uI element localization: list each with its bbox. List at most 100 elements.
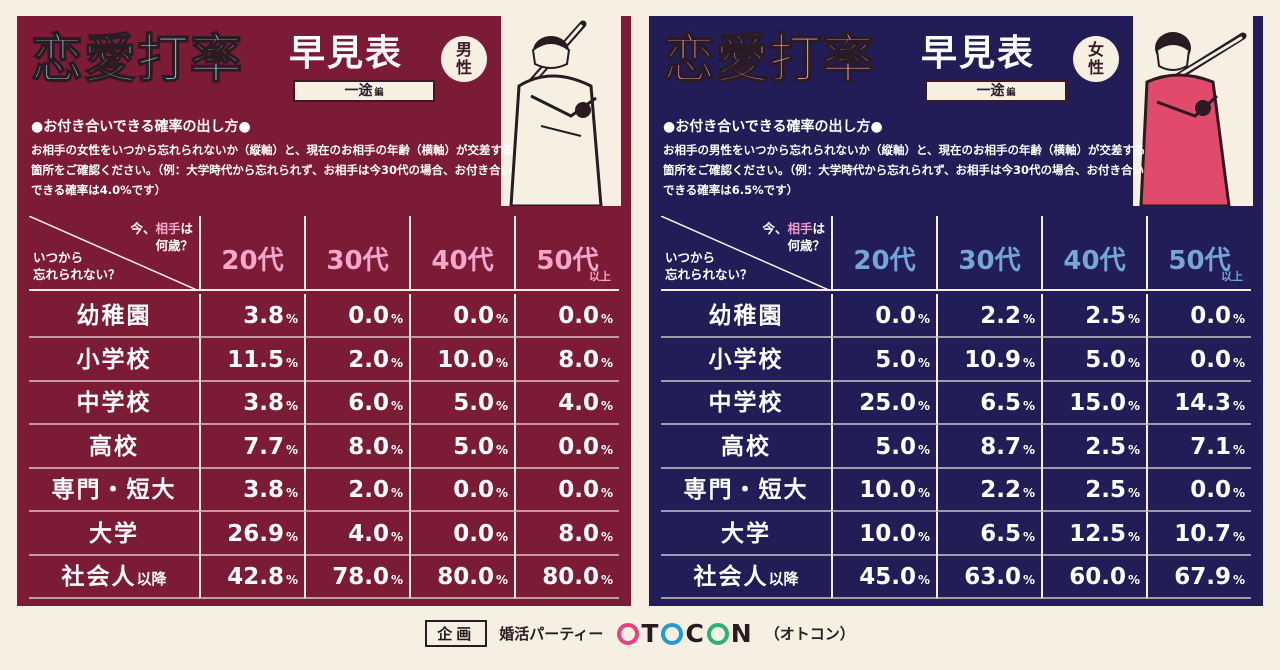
male-corner-question-age: 今、相手は 何歳？ xyxy=(130,220,193,254)
male-table-row: 幼稚園 3.8% 0.0% 0.0% 0.0% xyxy=(29,294,621,338)
female-value-cell: 0.0% xyxy=(1146,294,1251,338)
male-percent-sign: % xyxy=(600,355,613,370)
female-value-cell: 67.9% xyxy=(1146,555,1251,599)
male-value-number: 3.8 xyxy=(243,303,284,329)
male-percent-sign: % xyxy=(495,399,508,413)
logo-o-ring xyxy=(661,622,684,645)
female-value-number: 67.9 xyxy=(1174,564,1231,590)
female-percent-sign: % xyxy=(1232,355,1245,370)
male-value-cell: 0.0% xyxy=(409,468,514,512)
female-col-header-plus: 以上 xyxy=(1221,270,1243,283)
female-percent-sign: % xyxy=(1022,399,1035,413)
female-corner-q2-a: いつから xyxy=(665,250,716,265)
male-percent-sign: % xyxy=(600,442,613,457)
female-badge-line2: 性 xyxy=(1087,58,1104,77)
female-value-number: 2.2 xyxy=(980,477,1021,503)
female-row-label-text: 幼稚園 xyxy=(708,303,784,329)
female-value-cell: 63.0% xyxy=(936,555,1041,599)
logo-letter: T xyxy=(641,619,660,648)
female-percent-sign: % xyxy=(1127,312,1140,326)
female-corner-q1-a: 今、 xyxy=(762,221,788,236)
female-value-cell: 25.0% xyxy=(831,381,936,425)
female-value-number: 2.2 xyxy=(980,303,1021,329)
female-desc-heading: ●お付き合いできる確率の出し方● xyxy=(663,119,883,135)
female-value-cell: 5.0% xyxy=(831,337,936,382)
female-value-cell: 12.5% xyxy=(1041,511,1146,556)
female-percent-sign: % xyxy=(1127,529,1140,544)
female-subtitle-bar: 一途編 xyxy=(925,80,1067,102)
male-header-row: 今、相手は 何歳？ いつから 忘れられない？ 20代 30代 40代 50代 以… xyxy=(29,216,621,291)
female-panel: 恋愛打率 早見表 女 性 一途編 ●お付き合いできる確率の出し方● お相手の男性… xyxy=(649,16,1263,606)
male-value-cell: 11.5% xyxy=(199,337,304,382)
male-value-cell: 0.0% xyxy=(304,294,409,338)
male-value-cell: 3.8% xyxy=(199,468,304,512)
male-value-cell: 8.0% xyxy=(514,337,619,382)
female-corner-diagonal xyxy=(661,216,831,291)
male-desc-body: お相手の女性をいつから忘れられないか（縦軸）と、現在のお相手の年齢（横軸）が交差… xyxy=(31,143,514,197)
male-row-label: 専門・短大 xyxy=(29,468,199,512)
male-table-row: 高校 7.7% 8.0% 5.0% 0.0% xyxy=(29,424,621,469)
male-percent-sign: % xyxy=(495,486,508,500)
female-corner-question-age: 今、相手は 何歳？ xyxy=(762,220,825,254)
female-table-row: 幼稚園 0.0% 2.2% 2.5% 0.0% xyxy=(661,294,1253,338)
male-value-cell: 6.0% xyxy=(304,381,409,425)
footer: 企画 婚活パーティー T C N （オトコン） xyxy=(0,619,1280,659)
female-value-number: 10.7 xyxy=(1174,520,1231,547)
male-col-header-50-label: 50代 xyxy=(536,246,599,276)
male-row-label-text: 小学校 xyxy=(76,346,152,373)
male-description: ●お付き合いできる確率の出し方● お相手の女性をいつから忘れられないか（縦軸）と… xyxy=(31,116,521,200)
female-corner-q1-d: 何歳？ xyxy=(787,238,825,253)
male-percent-sign: % xyxy=(495,312,508,326)
female-value-number: 6.5 xyxy=(980,520,1021,547)
male-value-number: 0.0 xyxy=(453,477,494,503)
female-description: ●お付き合いできる確率の出し方● お相手の男性をいつから忘れられないか（縦軸）と… xyxy=(663,116,1153,200)
male-row-label: 小学校 xyxy=(29,338,199,382)
male-percent-sign: % xyxy=(285,442,298,457)
male-title-sub-box: 早見表 xyxy=(289,34,439,74)
female-value-number: 6.5 xyxy=(980,390,1021,416)
female-value-number: 5.0 xyxy=(1085,346,1126,373)
male-row-label-text: 社会人 xyxy=(61,564,137,590)
female-subtitle-small: 編 xyxy=(1006,88,1016,98)
male-badge-line1: 男 xyxy=(455,40,472,59)
male-percent-sign: % xyxy=(390,442,403,457)
male-value-cell: 2.0% xyxy=(304,468,409,512)
male-value-number: 2.0 xyxy=(348,477,389,503)
male-table: 今、相手は 何歳？ いつから 忘れられない？ 20代 30代 40代 50代 以… xyxy=(29,216,621,599)
male-title-main: 恋愛打率 xyxy=(30,30,244,90)
male-value-number: 5.0 xyxy=(453,433,494,460)
female-title-sub: 早見表 xyxy=(921,33,1036,74)
female-value-number: 10.0 xyxy=(859,520,916,547)
female-value-cell: 2.2% xyxy=(936,294,1041,338)
female-corner-q1-b: 相手 xyxy=(787,221,813,236)
male-row-label-text: 幼稚園 xyxy=(76,303,152,329)
male-value-number: 4.0 xyxy=(558,390,599,416)
plan-label: 企画 xyxy=(425,620,488,647)
female-value-cell: 0.0% xyxy=(1146,468,1251,512)
female-percent-sign: % xyxy=(917,573,930,587)
male-row-label: 高校 xyxy=(29,425,199,469)
female-value-cell: 10.7% xyxy=(1146,511,1251,556)
female-value-number: 5.0 xyxy=(875,433,916,460)
female-percent-sign: % xyxy=(1127,573,1140,587)
female-value-cell: 2.5% xyxy=(1041,294,1146,338)
male-value-cell: 3.8% xyxy=(199,381,304,425)
male-percent-sign: % xyxy=(285,573,298,587)
male-corner-q1-a: 今、 xyxy=(130,221,156,236)
male-value-cell: 0.0% xyxy=(409,511,514,556)
male-subtitle-bar: 一途編 xyxy=(293,80,435,102)
female-percent-sign: % xyxy=(1232,442,1245,457)
female-row-label: 社会人以降 xyxy=(661,555,831,599)
male-percent-sign: % xyxy=(285,355,298,370)
female-percent-sign: % xyxy=(917,486,930,500)
male-row-label: 中学校 xyxy=(29,381,199,425)
male-percent-sign: % xyxy=(285,486,298,500)
male-corner-cell: 今、相手は 何歳？ いつから 忘れられない？ xyxy=(29,216,199,291)
male-percent-sign: % xyxy=(390,529,403,544)
male-value-cell: 0.0% xyxy=(409,294,514,338)
male-corner-q2-a: いつから xyxy=(33,250,84,265)
otocon-logo: T C N xyxy=(615,619,752,648)
male-percent-sign: % xyxy=(495,355,508,370)
female-table-row: 高校 5.0% 8.7% 2.5% 7.1% xyxy=(661,424,1253,469)
male-percent-sign: % xyxy=(600,312,613,326)
